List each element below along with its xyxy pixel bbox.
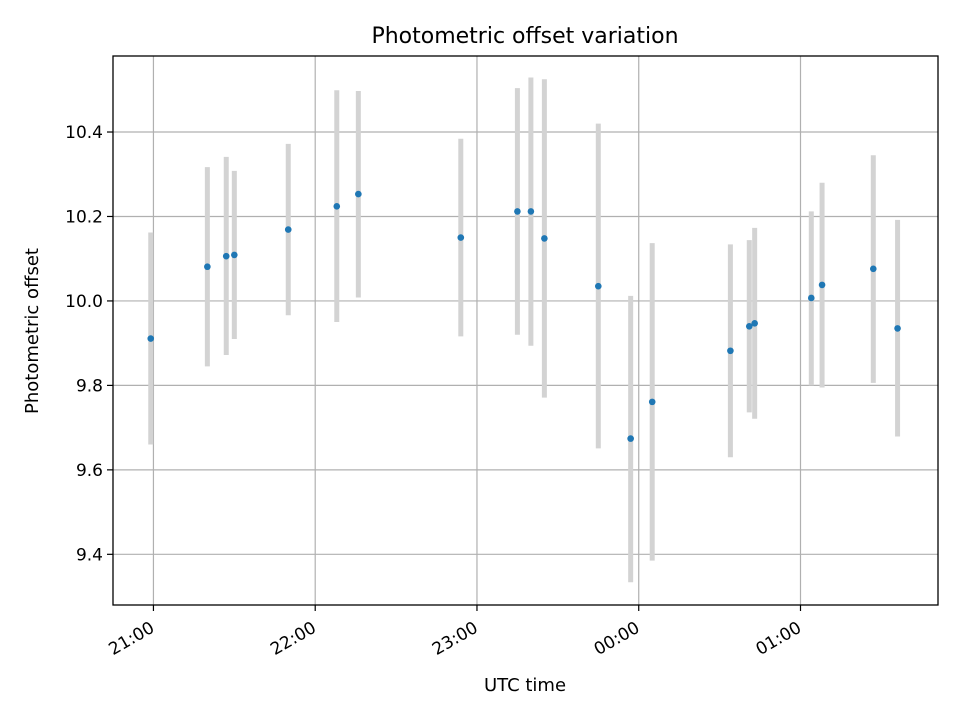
data-point xyxy=(541,235,548,242)
data-point xyxy=(457,234,465,241)
y-axis-label: Photometric offset xyxy=(22,248,43,414)
data-point xyxy=(527,208,535,215)
data-point xyxy=(204,263,211,271)
data-point xyxy=(745,322,753,330)
data-point xyxy=(333,203,341,210)
data-point xyxy=(727,347,734,355)
x-tick-label: 21:00 xyxy=(106,618,158,660)
data-point xyxy=(894,325,901,332)
data-point xyxy=(807,294,815,302)
y-tick-label: 9.6 xyxy=(76,461,103,481)
grid xyxy=(113,56,938,605)
data-point xyxy=(751,320,758,327)
data-point xyxy=(147,335,155,342)
x-tick-label: 01:00 xyxy=(753,618,805,660)
data-point xyxy=(222,252,230,260)
y-tick-label: 9.4 xyxy=(76,545,103,565)
y-tick-label: 10.0 xyxy=(65,292,103,312)
plot-frame xyxy=(112,55,939,606)
data-point xyxy=(594,282,602,290)
data-points xyxy=(147,190,901,442)
x-axis: 21:00 22:00 23:00 00:00 01:00 xyxy=(106,605,805,660)
y-tick-label: 10.4 xyxy=(65,123,103,143)
x-axis-label: UTC time xyxy=(484,675,566,696)
data-point xyxy=(627,435,634,442)
data-point xyxy=(355,190,362,198)
chart-title: Photometric offset variation xyxy=(371,24,678,49)
y-tick-label: 10.2 xyxy=(65,207,103,227)
data-point xyxy=(231,251,238,259)
y-axis: 9.4 9.6 9.8 10.0 10.2 10.4 xyxy=(65,123,113,565)
data-point xyxy=(818,281,826,289)
x-tick-label: 00:00 xyxy=(591,618,643,660)
y-tick-label: 9.8 xyxy=(76,376,103,396)
data-point xyxy=(514,208,521,215)
x-tick-label: 22:00 xyxy=(267,618,319,660)
error-bars xyxy=(148,77,901,583)
data-point xyxy=(284,226,292,233)
data-point xyxy=(869,265,877,273)
data-point xyxy=(648,398,656,406)
x-tick-label: 23:00 xyxy=(429,618,481,660)
